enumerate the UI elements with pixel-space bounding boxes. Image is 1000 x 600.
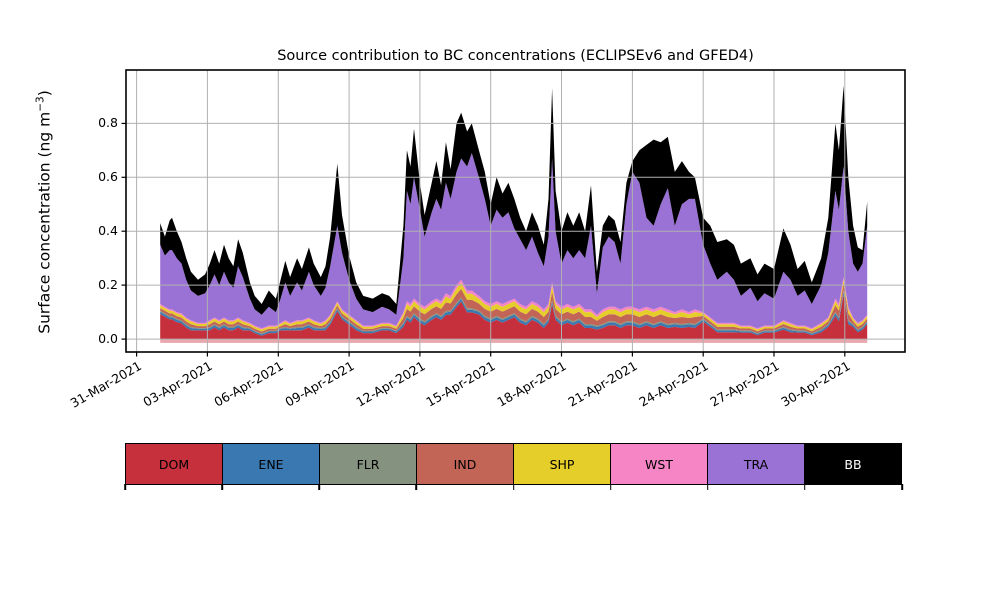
area-ind — [160, 283, 868, 334]
legend-item-dom: DOM — [126, 444, 222, 484]
legend-item-bb: BB — [804, 444, 901, 484]
legend-tick-mark — [901, 484, 903, 490]
legend-label: BB — [844, 456, 862, 472]
legend-item-flr: FLR — [319, 444, 416, 484]
baseline-band — [160, 339, 868, 343]
legend-tick-mark — [804, 484, 806, 490]
legend-tick-mark — [609, 484, 612, 490]
area-shp — [160, 279, 868, 332]
legend-label: ENE — [258, 456, 284, 472]
legend-item-wst: WST — [610, 444, 707, 484]
y-tick-label: 0.6 — [98, 169, 118, 185]
legend-item-ene: ENE — [222, 444, 319, 484]
y-tick-label: 0.0 — [98, 331, 118, 347]
legend-label: FLR — [356, 456, 380, 472]
area-tra — [160, 153, 868, 329]
area-bb — [160, 85, 868, 315]
legend-label: IND — [453, 456, 477, 472]
y-tick-label: 0.8 — [98, 115, 118, 131]
legend-item-shp: SHP — [513, 444, 610, 484]
legend-tick-mark — [512, 484, 515, 490]
axes-frame — [125, 69, 906, 353]
legend-tick-mark — [706, 484, 709, 490]
legend-tick-mark — [221, 484, 223, 490]
legend-label: DOM — [158, 456, 190, 472]
legend-item-ind: IND — [416, 444, 513, 484]
y-tick-label: 0.4 — [98, 223, 118, 239]
legend-tick-mark — [318, 484, 321, 490]
chart-title: Source contribution to BC concentrations… — [277, 48, 754, 64]
area-dom — [160, 294, 868, 340]
legend-tick-mark — [415, 484, 418, 490]
legend: DOM ENE FLR IND SHP WST TRA BB — [125, 443, 902, 485]
legend-ticks — [124, 484, 903, 492]
legend-tick-mark — [124, 484, 126, 490]
y-tick-label: 0.2 — [98, 277, 118, 293]
area-ene — [160, 291, 868, 336]
legend-item-tra: TRA — [707, 444, 804, 484]
area-flr — [160, 290, 868, 335]
legend-label: SHP — [549, 456, 575, 472]
legend-label: TRA — [743, 456, 769, 472]
legend-label: WST — [645, 456, 673, 472]
